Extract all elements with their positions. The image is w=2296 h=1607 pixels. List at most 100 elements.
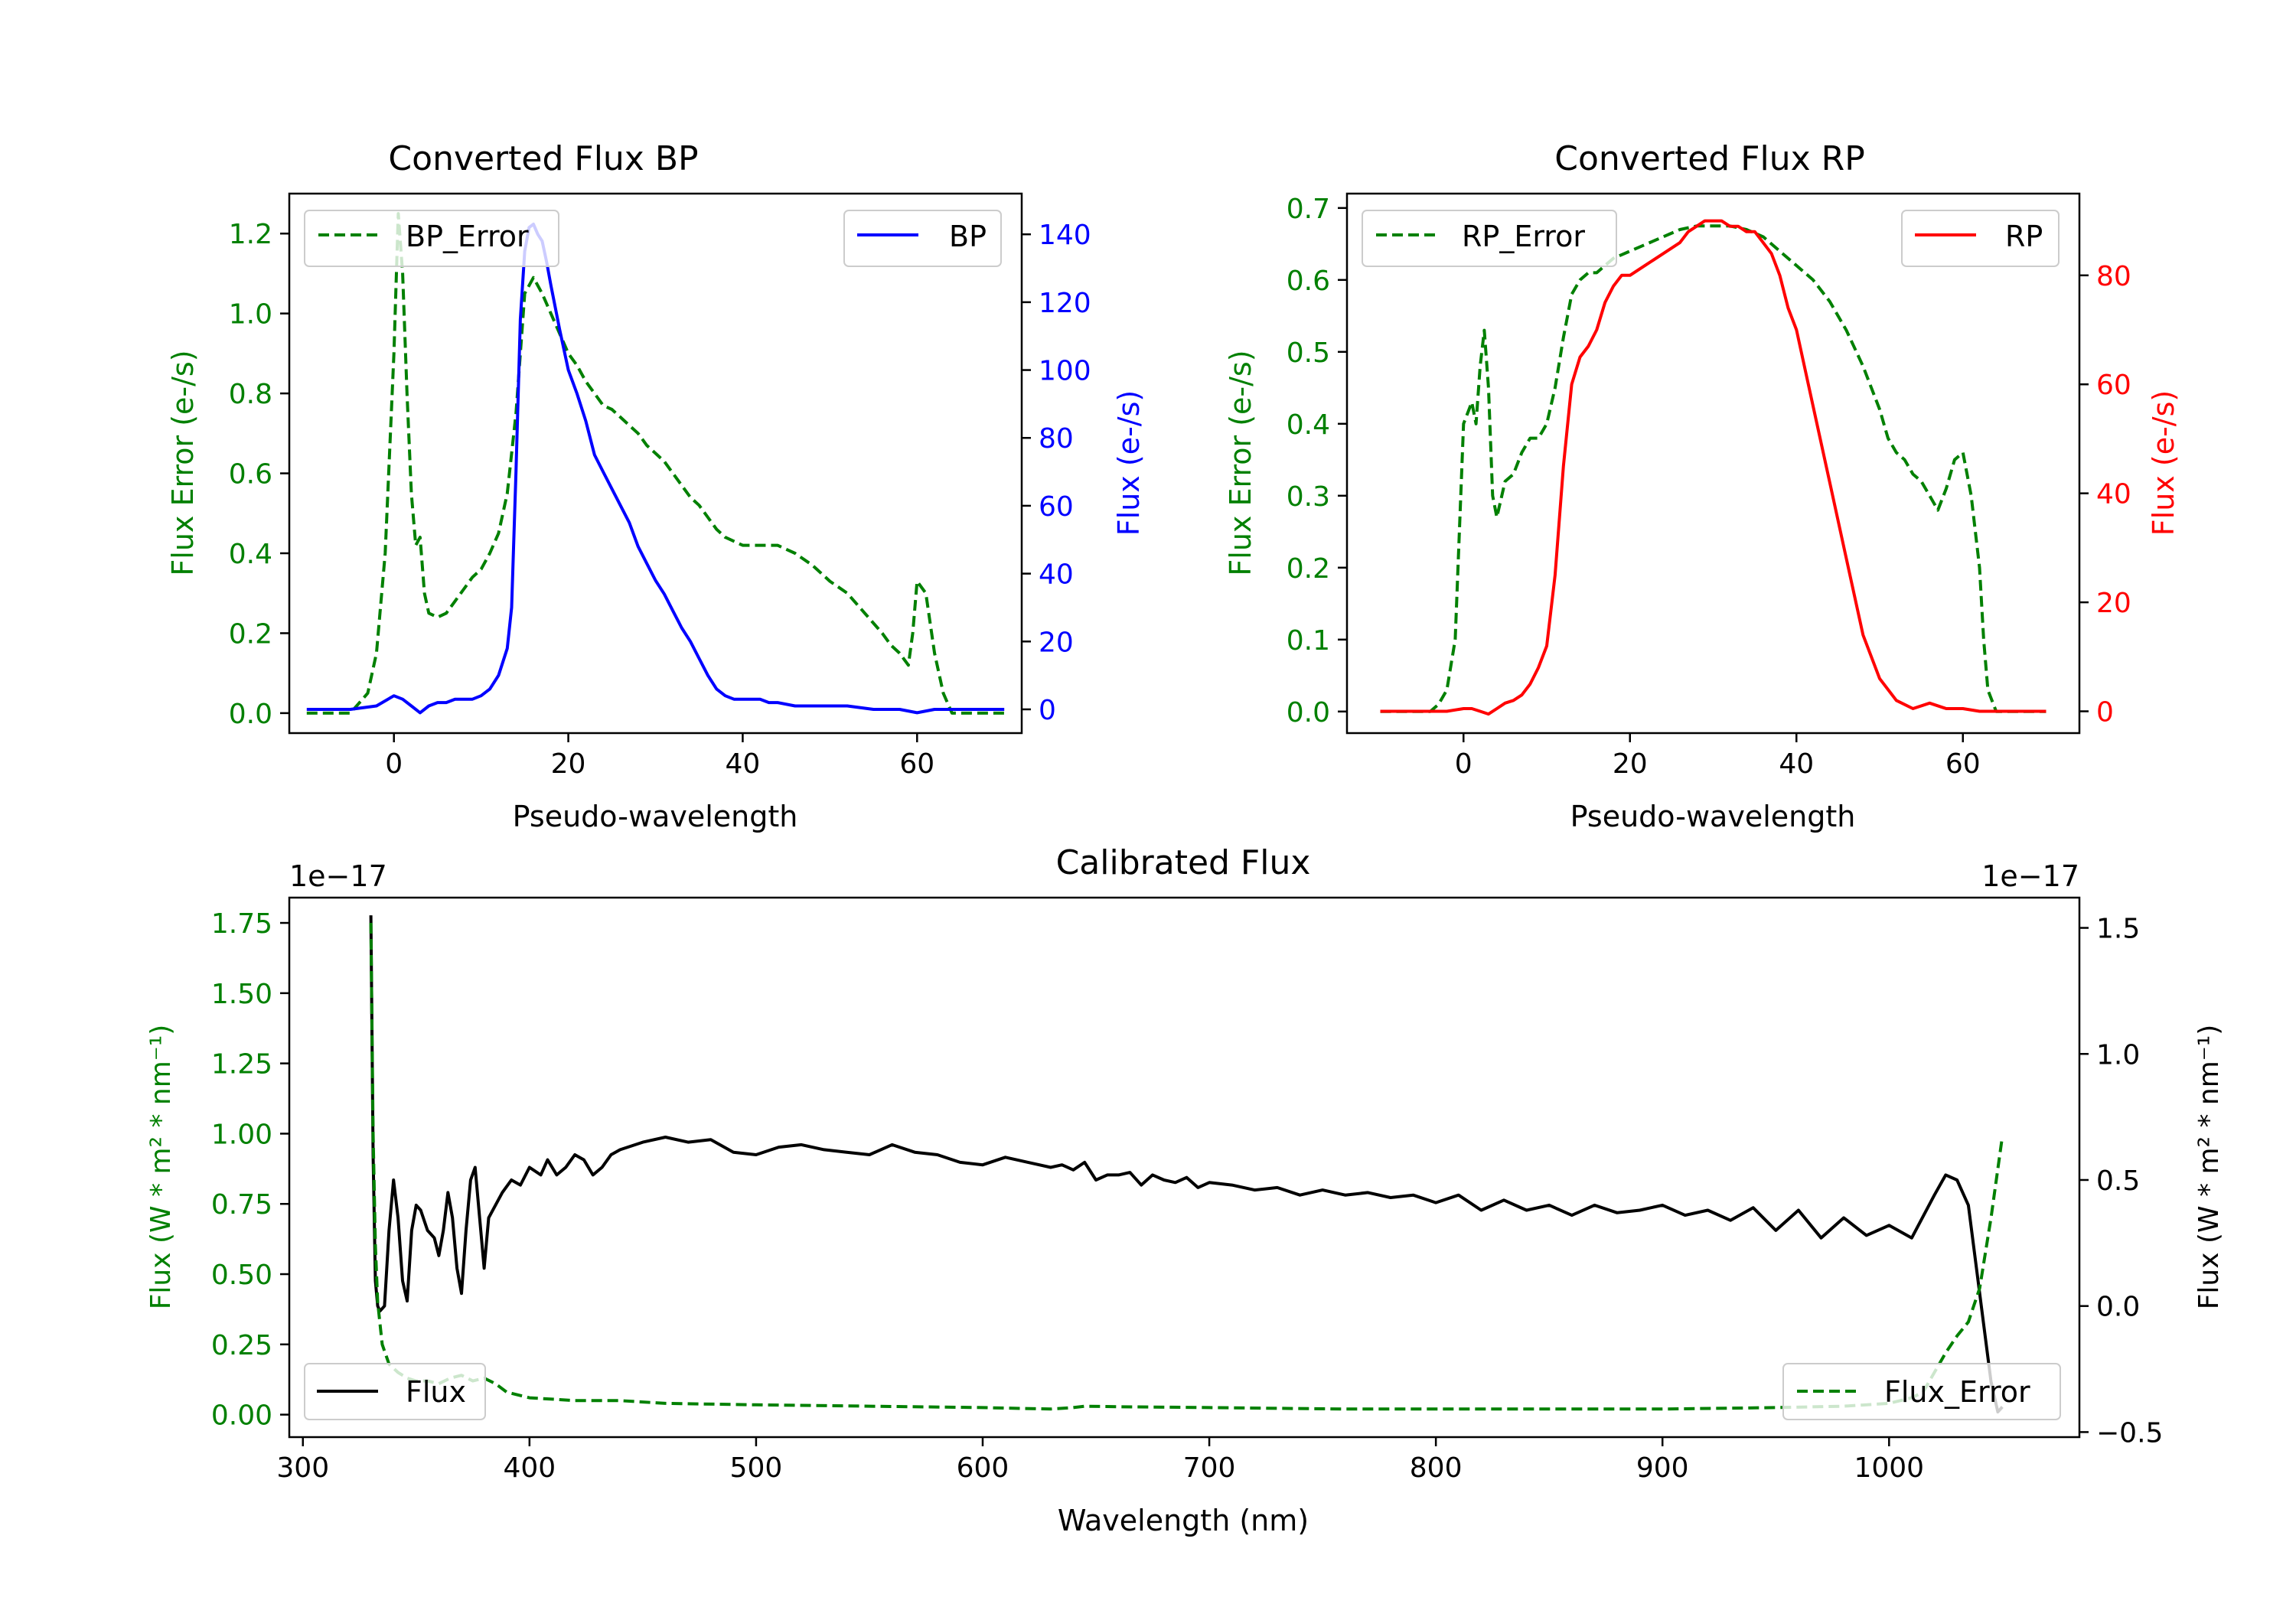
calibrated-xtick-label: 800 xyxy=(1410,1452,1463,1484)
rp-right-ticks: 0 20 40 60 80 xyxy=(2079,261,2131,729)
calibrated-xtick-label: 400 xyxy=(503,1452,556,1484)
calibrated-left-tick-label: 0.25 xyxy=(211,1330,272,1361)
calibrated-left-tick-label: 1.75 xyxy=(211,908,272,940)
calibrated-xtick-label: 500 xyxy=(730,1452,783,1484)
bp-legend-error-box xyxy=(304,210,559,267)
bp-xtick-label: 60 xyxy=(899,748,934,780)
bp-xtick-label: 0 xyxy=(385,748,403,780)
bp-xtick-label: 40 xyxy=(726,748,761,780)
bp-legend-flux: BP xyxy=(843,210,1002,267)
calibrated-legend-flux: Flux xyxy=(304,1363,486,1420)
bp-bp-error-line xyxy=(306,212,1005,715)
rp-right-tick-label: 0 xyxy=(2096,697,2114,729)
bp-right-tick-label: 140 xyxy=(1039,220,1091,251)
rp-rp-error-line xyxy=(1380,224,2047,713)
calibrated-right-tick-label: 0.5 xyxy=(2096,1165,2140,1197)
calibrated-xtick-label: 700 xyxy=(1183,1452,1236,1484)
bp-legend-flux-box xyxy=(843,210,1002,267)
calibrated-left-tick-label: 1.50 xyxy=(211,979,272,1010)
calibrated-legend-flux-label: Flux xyxy=(406,1375,466,1409)
calibrated-xtick-label: 900 xyxy=(1636,1452,1689,1484)
rp-left-tick-label: 0.3 xyxy=(1287,481,1330,513)
rp-left-tick-label: 0.5 xyxy=(1287,337,1330,369)
calibrated-offset-right: 1e−17 xyxy=(1981,859,2079,893)
calibrated-x-ticks: 300 400 500 600 700 800 900 1000 xyxy=(276,1437,1924,1484)
bp-left-tick-label: 1.0 xyxy=(229,299,272,331)
bp-right-ticks: 0 20 40 60 80 100 120 140 xyxy=(1022,220,1091,726)
rp-legend-error-label: RP_Error xyxy=(1462,220,1585,253)
rp-xtick-label: 40 xyxy=(1779,748,1814,780)
rp-right-tick-label: 60 xyxy=(2096,370,2131,401)
rp-xtick-label: 60 xyxy=(1945,748,1981,780)
rp-panel: Converted Flux RP 0.00.10.20.30.40.50.60… xyxy=(1224,139,2180,833)
calibrated-ylabel-left: Flux (W * m² * nm⁻¹) xyxy=(145,1025,177,1310)
rp-x-ticks: 0 20 40 60 xyxy=(1455,733,1981,780)
bp-right-tick-label: 60 xyxy=(1039,491,1074,523)
calibrated-ylabel-right: Flux (W * m² * nm⁻¹) xyxy=(2193,1025,2225,1310)
calibrated-right-tick-label: 1.5 xyxy=(2096,914,2140,945)
bp-bp-line xyxy=(306,222,1005,715)
bp-left-ticks: 0.0 0.2 0.4 0.6 0.8 1.0 1.2 xyxy=(229,219,289,730)
rp-legend-flux: RP xyxy=(1901,210,2060,267)
rp-right-tick-label: 40 xyxy=(2096,479,2131,510)
rp-ylabel-right: Flux (e-/s) xyxy=(2147,390,2180,536)
calibrated-right-ticks: −0.5 0.0 0.5 1.0 1.5 xyxy=(2079,914,2163,1449)
rp-title: Converted Flux RP xyxy=(1554,139,1865,178)
rp-right-tick-label: 80 xyxy=(2096,261,2131,292)
bp-title: Converted Flux BP xyxy=(388,139,698,178)
bp-right-tick-label: 0 xyxy=(1039,695,1056,726)
bp-left-tick-label: 0.0 xyxy=(229,699,272,730)
bp-axes-frame xyxy=(288,192,1023,735)
calibrated-left-tick-label: 0.00 xyxy=(211,1400,272,1432)
bp-right-tick-label: 20 xyxy=(1039,627,1074,658)
calibrated-offset-left: 1e−17 xyxy=(289,859,387,893)
bp-xtick-label: 20 xyxy=(551,748,586,780)
calibrated-panel: Calibrated Flux 1e−17 1e−17 0.00 0.25 0.5 0… xyxy=(145,843,2225,1537)
calibrated-legend-error-box xyxy=(1782,1363,2061,1420)
bp-right-tick-label: 100 xyxy=(1039,356,1091,387)
rp-left-tick-label: 0.1 xyxy=(1287,625,1330,657)
rp-legend-error-box xyxy=(1362,210,1617,267)
rp-right-tick-label: 20 xyxy=(2096,588,2131,619)
rp-left-tick-label: 0.7 xyxy=(1287,194,1330,225)
calibrated-left-tick-label: 1.00 xyxy=(211,1119,272,1150)
rp-legend-flux-box xyxy=(1901,210,2060,267)
bp-panel: Converted Flux BP 0.00.20.40.60.81.01.2 … xyxy=(166,139,1146,833)
bp-left-tick-label: 0.6 xyxy=(229,459,272,491)
rp-xtick-label: 0 xyxy=(1455,748,1473,780)
rp-legend-error: RP_Error xyxy=(1362,210,1617,267)
rp-legend-flux-label: RP xyxy=(2005,220,2043,253)
bp-left-tick-label: 0.4 xyxy=(229,539,272,570)
calibrated-xtick-label: 600 xyxy=(957,1452,1009,1484)
calibrated-flux-line xyxy=(369,915,2004,1414)
calibrated-left-ticks: 0.00 0.25 0.50 0.75 1.00 1.25 1.50 1.75 xyxy=(211,908,289,1432)
rp-ylabel-left: Flux Error (e-/s) xyxy=(1224,350,1257,575)
calibrated-right-tick-label: −0.5 xyxy=(2096,1417,2163,1449)
rp-left-ticks: 0.0 0.1 0.2 0.3 0.4 0.5 0.6 0.7 xyxy=(1287,194,1347,729)
calibrated-left-tick-label: 0.75 xyxy=(211,1189,272,1221)
bp-x-ticks: 0 20 40 60 xyxy=(385,733,934,780)
bp-ylabel-right: Flux (e-/s) xyxy=(1112,390,1146,536)
calibrated-axes-frame xyxy=(288,896,2081,1439)
rp-xlabel: Pseudo-wavelength xyxy=(1570,800,1856,833)
calibrated-xtick-label: 300 xyxy=(276,1452,329,1484)
rp-left-tick-label: 0.0 xyxy=(1287,697,1330,729)
calibrated-xtick-label: 1000 xyxy=(1854,1452,1924,1484)
bp-legend-flux-label: BP xyxy=(949,220,987,253)
calibrated-left-tick-label: 1.25 xyxy=(211,1049,272,1081)
bp-legend-error-label: BP_Error xyxy=(406,220,529,253)
bp-ylabel-left: Flux Error (e-/s) xyxy=(166,350,200,575)
calibrated-title: Calibrated Flux xyxy=(1056,843,1311,882)
calibrated-xlabel: Wavelength (nm) xyxy=(1058,1504,1309,1537)
bp-left-tick-label: 1.2 xyxy=(229,219,272,250)
rp-left-tick-label: 0.4 xyxy=(1287,409,1330,441)
bp-left-tick-label: 0.8 xyxy=(229,379,272,410)
calibrated-right-tick-label: 1.0 xyxy=(2096,1039,2140,1071)
bp-right-tick-label: 80 xyxy=(1039,423,1074,455)
calibrated-legend-error: Flux_Error xyxy=(1782,1363,2061,1420)
bp-legend-error: BP_Error xyxy=(304,210,559,267)
rp-left-tick-label: 0.6 xyxy=(1287,266,1330,297)
bp-plot-area xyxy=(306,212,1005,715)
